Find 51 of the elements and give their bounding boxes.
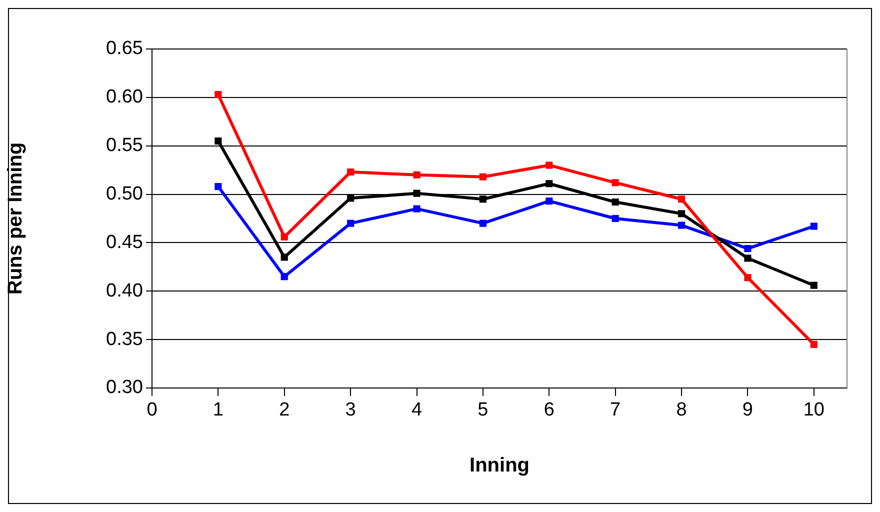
point [413, 205, 420, 212]
point [612, 214, 619, 222]
point [280, 233, 288, 240]
point [678, 196, 686, 203]
x-tick-label: 3 [345, 400, 356, 421]
x-tick-label: 8 [676, 400, 687, 421]
point [347, 194, 354, 202]
point [479, 196, 486, 203]
point [678, 222, 686, 229]
x-tick-label: 5 [478, 400, 488, 421]
x-tick-label: 4 [411, 400, 422, 421]
y-tick-label: 0.55 [106, 135, 143, 156]
point [280, 273, 288, 280]
x-axis-title: Inning [470, 454, 530, 477]
x-tick-label: 9 [742, 400, 754, 421]
point [744, 244, 752, 252]
point [810, 282, 818, 289]
y-tick-label: 0.60 [106, 86, 143, 108]
point [744, 274, 752, 282]
point [214, 90, 222, 98]
x-tick-label: 2 [279, 400, 290, 421]
point [546, 180, 553, 188]
point [347, 168, 354, 176]
point [479, 173, 486, 180]
point [744, 254, 752, 262]
y-tick-label: 0.30 [106, 377, 143, 398]
point [546, 162, 553, 169]
y-tick-label: 0.65 [106, 38, 143, 60]
x-tick-label: 0 [146, 400, 158, 421]
point [612, 198, 619, 206]
point [280, 254, 288, 261]
point [347, 220, 354, 227]
point [546, 198, 553, 205]
point [612, 179, 619, 186]
y-tick-label: 0.35 [106, 328, 143, 350]
point [413, 171, 420, 178]
point [810, 340, 818, 348]
point [678, 210, 686, 218]
point [479, 220, 486, 227]
y-tick-label: 0.40 [106, 280, 143, 302]
x-tick-label: 7 [610, 400, 621, 421]
point [413, 190, 420, 197]
point [214, 183, 222, 190]
point [810, 222, 818, 230]
x-tick-label: 6 [544, 400, 554, 421]
y-tick-label: 0.50 [106, 184, 143, 205]
x-tick-label: 1 [212, 400, 224, 421]
x-tick-label: 10 [803, 400, 824, 421]
y-tick-label: 0.45 [106, 232, 143, 253]
y-axis-title: Runs per Inning [4, 142, 27, 295]
point [214, 137, 222, 145]
